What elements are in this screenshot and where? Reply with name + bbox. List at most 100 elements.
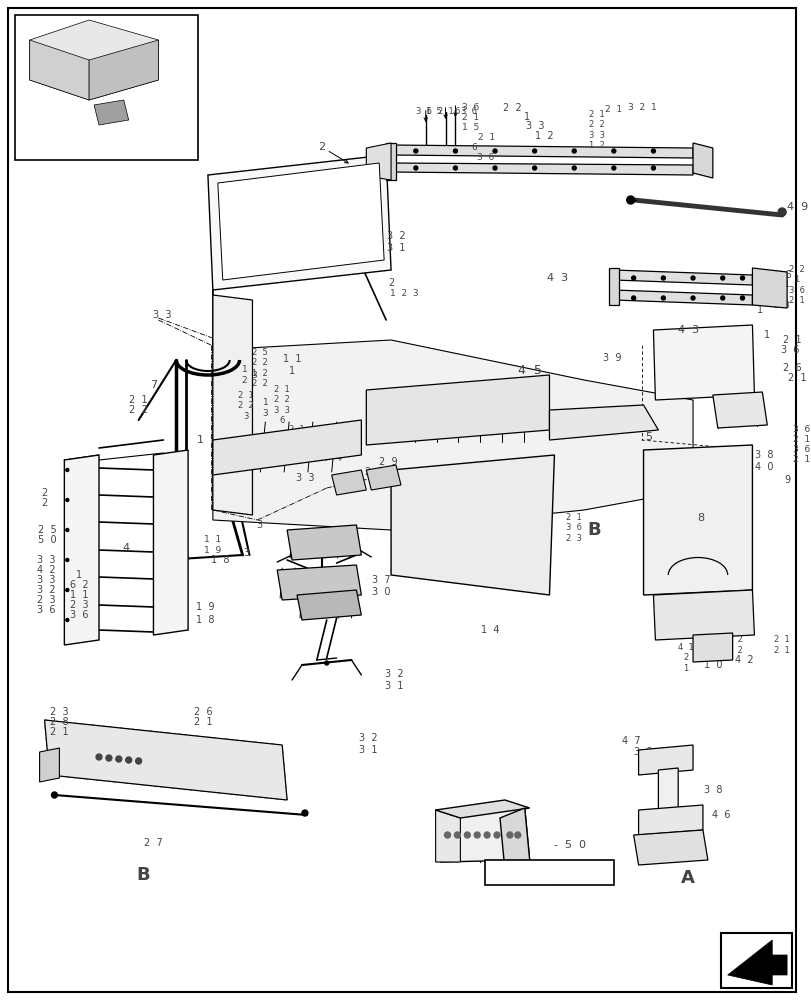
Text: 2  5: 2 5 — [38, 525, 57, 535]
Text: 2: 2 — [41, 488, 48, 498]
Text: 1  2: 1 2 — [534, 131, 553, 141]
Circle shape — [532, 166, 536, 170]
Polygon shape — [30, 40, 89, 100]
Text: 3  6: 3 6 — [461, 104, 478, 112]
Text: 3  8: 3 8 — [723, 403, 741, 413]
Text: 2  1
2  2
3: 2 1 2 2 3 — [238, 391, 253, 421]
Text: 3  6: 3 6 — [461, 107, 477, 116]
Polygon shape — [653, 325, 753, 400]
Text: 3  3: 3 3 — [295, 473, 314, 483]
Text: 2  2: 2 2 — [503, 103, 521, 113]
Polygon shape — [287, 525, 361, 560]
Polygon shape — [435, 800, 529, 818]
Circle shape — [66, 498, 69, 502]
Polygon shape — [613, 290, 752, 305]
Text: 2  1
2  2
3  3
1  2: 2 1 2 2 3 3 1 2 — [588, 110, 604, 150]
Circle shape — [493, 832, 500, 838]
Text: 2  3: 2 3 — [37, 595, 56, 605]
Circle shape — [126, 757, 131, 763]
Text: 2  1: 2 1 — [477, 133, 494, 142]
Circle shape — [506, 832, 513, 838]
Polygon shape — [653, 590, 753, 640]
Text: 4  2: 4 2 — [734, 655, 753, 665]
Text: 2  1: 2 1 — [604, 105, 621, 114]
Text: K I T: K I T — [446, 850, 467, 860]
Text: 3  6: 3 6 — [415, 107, 431, 116]
Polygon shape — [633, 830, 707, 865]
Text: 3  9: 3 9 — [602, 353, 620, 363]
Text: 6: 6 — [470, 143, 477, 152]
Circle shape — [690, 296, 694, 300]
Circle shape — [650, 149, 654, 153]
Text: 1  6: 1 6 — [197, 435, 218, 445]
Circle shape — [453, 149, 457, 153]
Text: 1  2  3: 1 2 3 — [389, 288, 418, 298]
Text: 4: 4 — [321, 453, 328, 463]
Circle shape — [492, 149, 496, 153]
Text: 1  1
1  9: 1 1 1 9 — [204, 535, 221, 555]
Text: 2  1: 2 1 — [193, 717, 212, 727]
Text: 2  3: 2 3 — [70, 600, 88, 610]
Text: 3  6: 3 6 — [792, 446, 809, 454]
Text: 1  9: 1 9 — [195, 602, 214, 612]
Text: 5: 5 — [644, 432, 651, 442]
Text: B: B — [136, 866, 150, 884]
Text: 4  6: 4 6 — [710, 810, 729, 820]
Text: 6  2: 6 2 — [70, 580, 88, 590]
Polygon shape — [643, 445, 752, 595]
Text: 4  3: 4 3 — [546, 273, 567, 283]
Polygon shape — [331, 470, 366, 495]
Text: 1: 1 — [763, 330, 770, 340]
Text: 3  3: 3 3 — [37, 555, 56, 565]
Circle shape — [690, 276, 694, 280]
Text: 1
2: 1 2 — [242, 365, 247, 385]
Circle shape — [474, 832, 479, 838]
Circle shape — [492, 166, 496, 170]
Polygon shape — [64, 455, 99, 645]
Text: 3  1: 3 1 — [358, 745, 377, 755]
Text: 3  6: 3 6 — [37, 605, 56, 615]
Polygon shape — [212, 420, 361, 475]
Text: 3  6: 3 6 — [780, 345, 798, 355]
Text: 3  3: 3 3 — [37, 575, 56, 585]
Text: 1  5: 1 5 — [425, 107, 441, 116]
Polygon shape — [500, 808, 529, 870]
Text: 8: 8 — [697, 513, 704, 523]
Text: 1  4: 1 4 — [480, 625, 499, 635]
Circle shape — [720, 276, 724, 280]
Text: 4 . 0 9: 4 . 0 9 — [571, 868, 606, 878]
Text: B: B — [586, 521, 600, 539]
Text: 3  0: 3 0 — [371, 587, 390, 597]
Text: 2  1: 2 1 — [787, 373, 805, 383]
Text: 4  1
2
1: 4 1 2 1 — [677, 643, 693, 673]
Polygon shape — [153, 450, 188, 635]
Circle shape — [631, 296, 635, 300]
Text: 3  2
4  2: 3 2 4 2 — [726, 635, 741, 655]
Text: 2  9: 2 9 — [378, 457, 397, 467]
Text: 2  1: 2 1 — [792, 456, 809, 464]
Circle shape — [631, 276, 635, 280]
Polygon shape — [391, 163, 692, 175]
Text: 3  2: 3 2 — [37, 585, 56, 595]
Polygon shape — [637, 745, 692, 775]
Polygon shape — [89, 40, 158, 100]
Circle shape — [96, 754, 102, 760]
Text: K I T: K I T — [496, 848, 517, 858]
Text: 5  0: 5 0 — [38, 535, 57, 545]
Circle shape — [302, 810, 307, 816]
Circle shape — [572, 149, 576, 153]
Circle shape — [444, 832, 450, 838]
Circle shape — [611, 166, 615, 170]
Circle shape — [660, 296, 664, 300]
Polygon shape — [549, 405, 658, 440]
Polygon shape — [692, 633, 732, 662]
Circle shape — [611, 149, 615, 153]
Polygon shape — [727, 940, 786, 985]
Polygon shape — [613, 270, 752, 285]
Polygon shape — [40, 748, 59, 782]
Text: 2: 2 — [41, 498, 48, 508]
Circle shape — [532, 149, 536, 153]
Text: 2  1: 2 1 — [792, 436, 809, 444]
Text: 3  8: 3 8 — [754, 450, 773, 460]
Text: 4  0: 4 0 — [754, 462, 773, 472]
